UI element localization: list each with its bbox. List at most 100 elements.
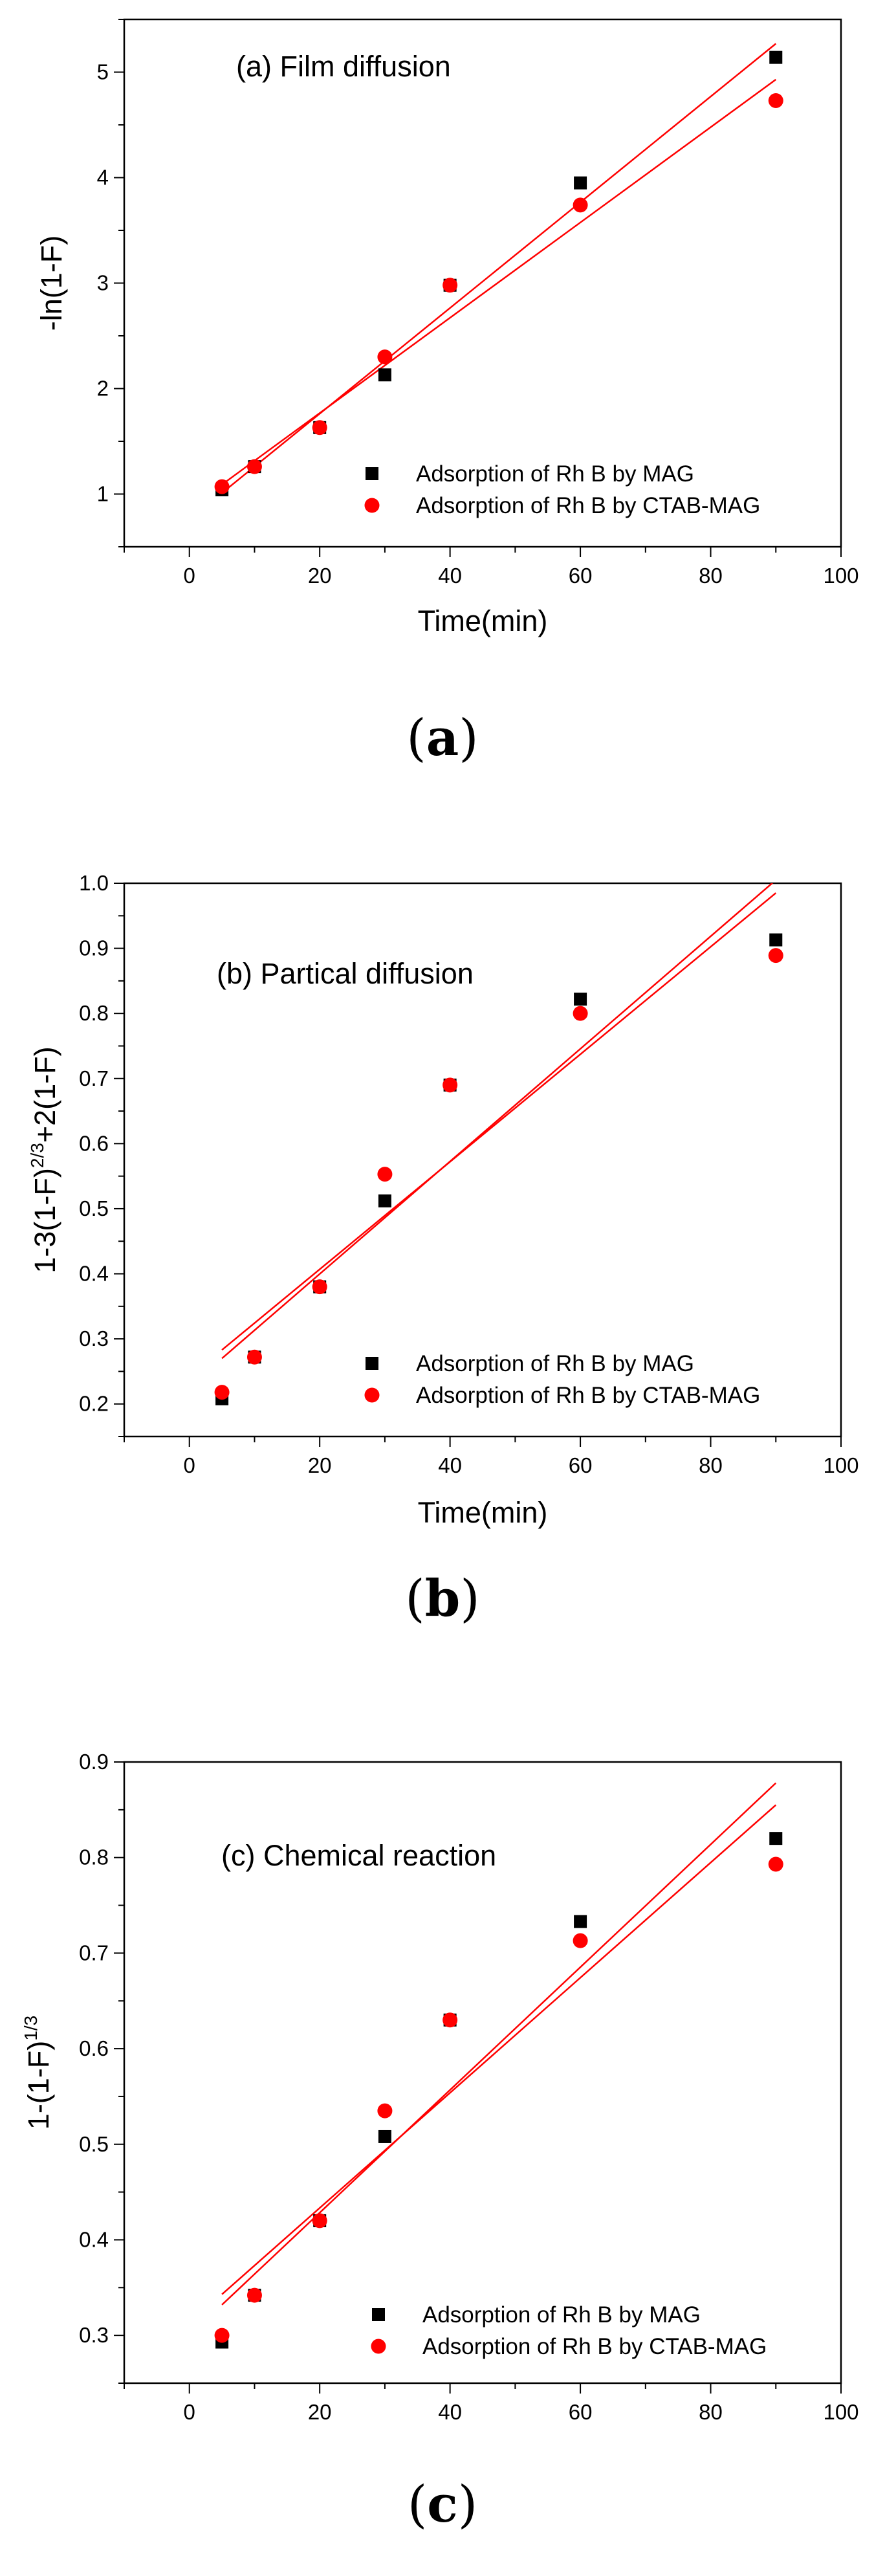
legend-label: Adsorption of Rh B by MAG <box>422 2302 701 2328</box>
point-ctab-mag <box>214 479 230 494</box>
y-tick-label: 0.3 <box>79 1327 109 1350</box>
square-marker-icon <box>366 467 378 480</box>
point-mag <box>769 1832 783 1845</box>
x-tick-label: 40 <box>438 1453 462 1477</box>
chart-title: (c) Chemical reaction <box>221 1839 496 1872</box>
point-ctab-mag <box>377 2103 393 2119</box>
fit-line-mag <box>221 43 777 494</box>
point-ctab-mag <box>768 1856 783 1872</box>
y-tick-label: 0.5 <box>79 1196 109 1220</box>
chart-panel-a: 0 20 40 60 80 100 1 2 3 4 5 Time(min) -ln(1-F) (a) Fi… <box>0 0 885 841</box>
point-ctab-mag <box>377 1167 393 1182</box>
chart-film-diffusion: 0 20 40 60 80 100 1 2 3 4 5 Time(min) -ln(1-F) (a) Fi… <box>35 18 859 637</box>
point-ctab-mag <box>573 197 588 213</box>
x-tick-label: 60 <box>569 564 593 588</box>
y-tick-label: 0.6 <box>79 2036 109 2060</box>
plot-frame <box>123 1761 842 2384</box>
point-ctab-mag <box>442 2012 458 2028</box>
point-mag <box>574 993 587 1006</box>
x-tick-label: 20 <box>308 2400 332 2424</box>
x-tick-label: 100 <box>823 564 858 588</box>
x-tick-label: 60 <box>569 2400 593 2424</box>
point-mag <box>769 933 783 947</box>
x-axis-label: Time(min) <box>418 1496 548 1529</box>
y-tick-label: 0.7 <box>79 1066 109 1090</box>
x-tick-label: 40 <box>438 564 462 588</box>
x-tick-label: 20 <box>308 1453 332 1477</box>
square-marker-icon <box>366 1357 378 1370</box>
point-ctab-mag <box>573 1006 588 1021</box>
y-axis-label: 1-3(1-F)2/3+2(1-F) <box>27 1046 61 1273</box>
chart-partical-diffusion: 0 20 40 60 80 100 0.2 0.3 0.4 0.5 0.6 0.7 0.8 0.9 1.0 T… <box>27 871 859 1529</box>
chart-panel-c: 0204060801000.30.40.50.60.70.80.9Time(mi… <box>0 1724 885 2576</box>
point-ctab-mag <box>246 459 262 474</box>
point-mag <box>769 50 783 64</box>
y-tick-label: 4 <box>97 166 109 190</box>
point-ctab-mag <box>312 2213 327 2229</box>
legend-label: Adsorption of Rh B by MAG <box>416 1351 694 1376</box>
y-tick-label: 0.4 <box>79 2227 109 2251</box>
point-mag <box>574 176 587 190</box>
y-axis-label: 1-(1-F)1/3 <box>21 2016 55 2130</box>
y-tick-label: 0.8 <box>79 1001 109 1025</box>
fit-line-ctab-mag <box>221 892 777 1351</box>
x-tick-label: 80 <box>699 564 723 588</box>
point-ctab-mag <box>214 2328 230 2343</box>
legend-label: Adsorption of Rh B by CTAB-MAG <box>416 1383 760 1408</box>
chart-title: (b) Partical diffusion <box>217 957 474 990</box>
circle-marker-icon <box>364 1387 380 1403</box>
y-tick-label: 0.9 <box>79 1750 109 1774</box>
y-tick-label: 0.8 <box>79 1845 109 1869</box>
y-axis-label: -ln(1-F) <box>35 236 68 331</box>
y-tick-label: 0.5 <box>79 2132 109 2156</box>
point-mag <box>378 368 391 382</box>
point-ctab-mag <box>246 2287 262 2303</box>
point-mag <box>574 1915 587 1928</box>
x-tick-label: 40 <box>438 2400 462 2424</box>
caption-b: (b) <box>405 1569 480 1628</box>
y-tick-label: 1.0 <box>79 871 109 895</box>
x-tick-label: 0 <box>184 564 195 588</box>
x-tick-label: 0 <box>184 2400 195 2424</box>
legend-label: Adsorption of Rh B by CTAB-MAG <box>416 493 760 518</box>
point-ctab-mag <box>312 1279 327 1295</box>
y-tick-label: 0.2 <box>79 1392 109 1416</box>
legend-label: Adsorption of Rh B by MAG <box>416 461 694 487</box>
y-tick-label: 0.3 <box>79 2323 109 2347</box>
x-tick-label: 60 <box>569 1453 593 1477</box>
circle-marker-icon <box>364 498 380 513</box>
point-ctab-mag <box>768 93 783 109</box>
circle-marker-icon <box>371 2339 386 2354</box>
chart-panel-b: 0 20 40 60 80 100 0.2 0.3 0.4 0.5 0.6 0.7 0.8 0.9 1.0 T… <box>0 857 885 1712</box>
point-ctab-mag <box>214 1385 230 1400</box>
x-axis-label: Time(min) <box>418 604 548 637</box>
x-tick-label: 100 <box>823 1453 858 1477</box>
fit-line-ctab-mag <box>221 1804 777 2295</box>
y-tick-label: 5 <box>97 60 109 84</box>
x-tick-label: 80 <box>699 2400 723 2424</box>
caption-a: (a) <box>406 709 479 767</box>
x-tick-label: 100 <box>823 2400 858 2424</box>
point-mag <box>378 1194 391 1207</box>
point-ctab-mag <box>312 420 327 435</box>
point-ctab-mag <box>442 278 458 293</box>
point-ctab-mag <box>377 349 393 365</box>
chart-title: (a) Film diffusion <box>236 50 451 83</box>
y-tick-label: 3 <box>97 271 109 295</box>
y-tick-label: 1 <box>97 482 109 506</box>
plot-frame <box>123 882 842 1438</box>
point-ctab-mag <box>573 1933 588 1948</box>
fit-line-mag <box>221 883 774 1360</box>
point-ctab-mag <box>768 948 783 963</box>
x-tick-label: 80 <box>699 1453 723 1477</box>
legend-label: Adsorption of Rh B by CTAB-MAG <box>422 2334 767 2359</box>
square-marker-icon <box>372 2308 385 2321</box>
fit-line-ctab-mag <box>221 78 777 485</box>
point-ctab-mag <box>442 1077 458 1093</box>
y-tick-label: 0.9 <box>79 936 109 960</box>
x-tick-label: 20 <box>308 564 332 588</box>
chart-chemical-reaction: 0204060801000.30.40.50.60.70.80.9Time(mi… <box>21 1750 859 2476</box>
x-tick-label: 0 <box>184 1453 195 1477</box>
y-tick-label: 2 <box>97 377 109 401</box>
y-tick-label: 0.4 <box>79 1262 109 1286</box>
